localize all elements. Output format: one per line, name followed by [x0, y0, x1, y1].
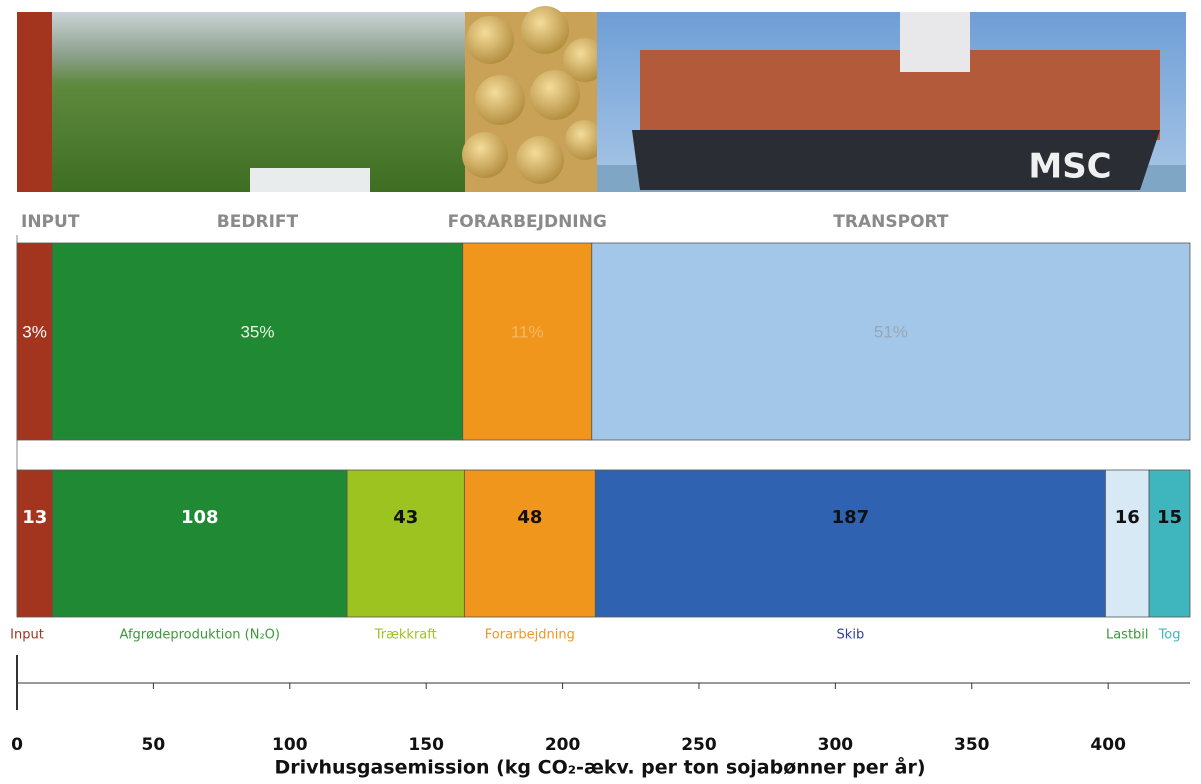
x-axis-title: Drivhusgasemission (kg CO₂-ækv. per ton …: [274, 755, 925, 779]
bar-segment: [51, 242, 464, 441]
bar-segment: [594, 469, 1106, 618]
x-tick-label: 300: [818, 735, 854, 755]
section-header: TRANSPORT: [833, 212, 949, 232]
svg-text:MSC: MSC: [1028, 147, 1111, 187]
category-label: Tog: [1158, 628, 1181, 643]
bar-segment: [52, 469, 348, 618]
photos: MSC: [17, 6, 1186, 192]
bar-segment: [1148, 469, 1191, 618]
x-tick-label: 200: [545, 735, 581, 755]
value-label: 13: [22, 507, 47, 528]
value-label: 15: [1157, 507, 1182, 528]
bar-segment: [346, 469, 465, 618]
x-tick-label: 350: [954, 735, 990, 755]
value-label: 3%: [22, 322, 47, 341]
section-header: INPUT: [21, 212, 80, 232]
value-label: 11%: [511, 322, 544, 341]
value-label: 48: [517, 507, 542, 528]
category-label: Lastbil: [1106, 628, 1149, 643]
x-tick-label: 150: [408, 735, 444, 755]
category-label: Input: [10, 628, 44, 643]
category-label: Trækkraft: [374, 628, 437, 643]
x-tick-label: 100: [272, 735, 308, 755]
x-tick-label: 0: [11, 735, 23, 755]
bar-segment: [16, 469, 53, 618]
x-tick-label: 250: [681, 735, 717, 755]
category-label: Forarbejdning: [485, 628, 575, 643]
value-label: 187: [832, 507, 870, 528]
value-label: 16: [1115, 507, 1140, 528]
bar-segment: [463, 469, 596, 618]
value-label: 51%: [874, 322, 908, 341]
section-header: BEDRIFT: [217, 212, 299, 232]
bar-segment: [591, 242, 1191, 441]
x-tick-label: 50: [142, 735, 166, 755]
category-label: Skib: [837, 628, 865, 643]
bar-segment: [1105, 469, 1150, 618]
section-header: FORARBEJDNING: [448, 212, 607, 232]
x-tick-label: 400: [1090, 735, 1126, 755]
bar-segment: [462, 242, 593, 441]
bar-segment: [16, 242, 53, 441]
value-label: 108: [181, 507, 219, 528]
value-label: 43: [393, 507, 418, 528]
category-label: Afgrødeproduktion (N₂O): [120, 628, 280, 643]
value-label: 35%: [240, 322, 274, 341]
